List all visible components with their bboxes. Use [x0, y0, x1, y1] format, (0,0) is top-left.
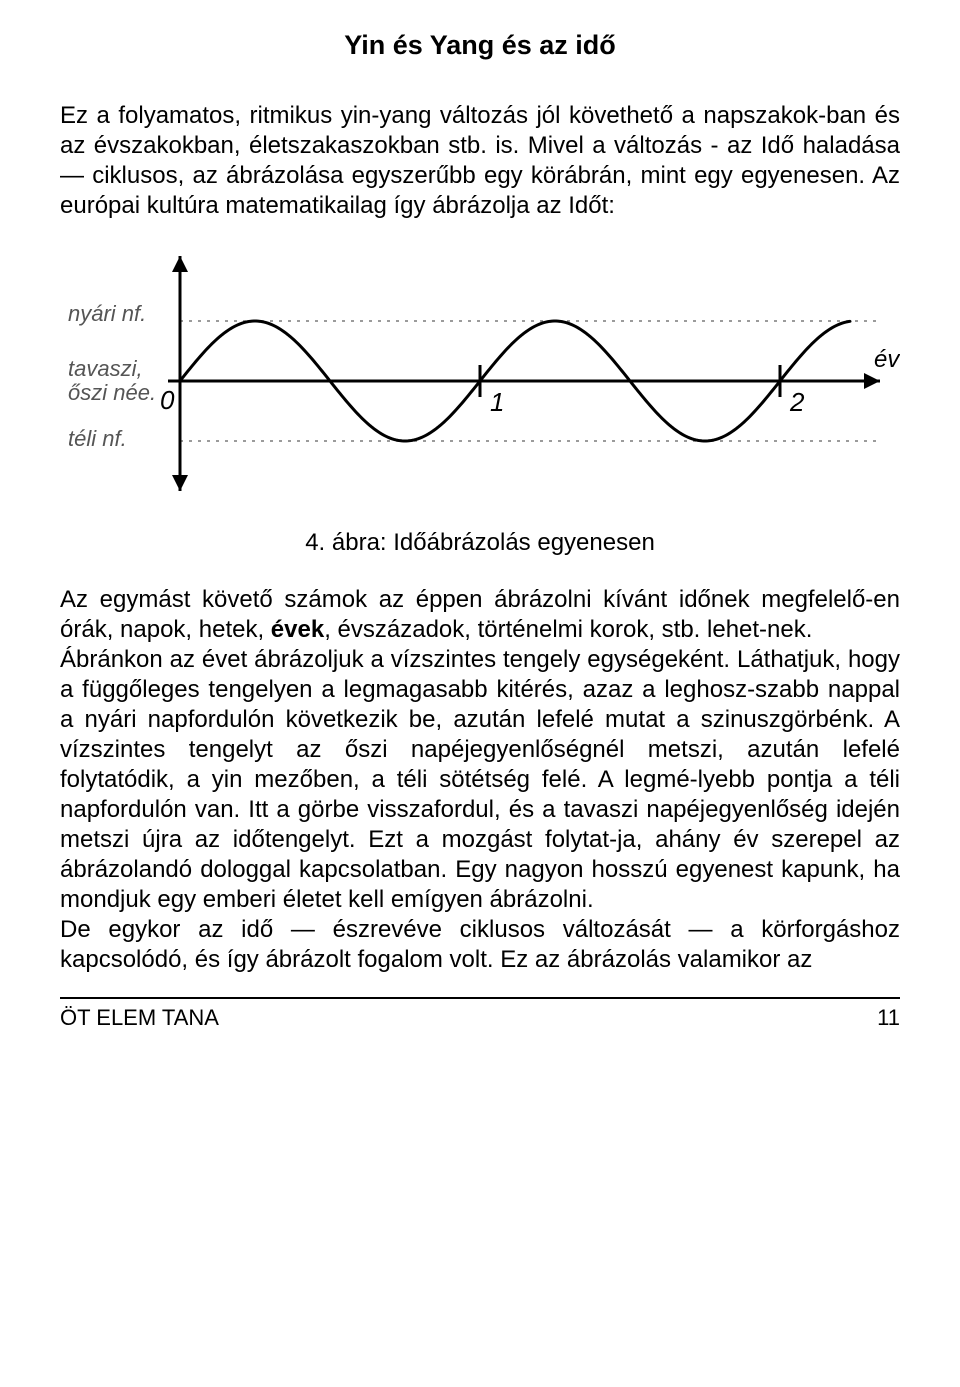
svg-text:téli nf.: téli nf.	[68, 426, 127, 451]
body-paragraph: Az egymást követő számok az éppen ábrázo…	[60, 585, 900, 975]
svg-text:nyári nf.: nyári nf.	[68, 301, 146, 326]
svg-text:1: 1	[490, 387, 504, 417]
figure-caption: 4. ábra: Időábrázolás egyenesen	[60, 529, 900, 557]
footer-left: ÖT ELEM TANA	[60, 1005, 219, 1031]
svg-text:0: 0	[160, 385, 175, 415]
time-sine-chart: 0 1 2 év nyári nf. tavaszi,őszi née. téli nf.	[60, 241, 900, 501]
footer-page-number: 11	[877, 1005, 900, 1031]
svg-text:2: 2	[789, 387, 805, 417]
page-title: Yin és Yang és az idő	[60, 30, 900, 61]
svg-text:év: év	[874, 346, 900, 373]
page-footer: ÖT ELEM TANA 11	[60, 997, 900, 1031]
intro-paragraph: Ez a folyamatos, ritmikus yin-yang válto…	[60, 101, 900, 221]
svg-text:tavaszi,: tavaszi,	[68, 356, 143, 381]
svg-text:őszi née.: őszi née.	[68, 380, 156, 405]
